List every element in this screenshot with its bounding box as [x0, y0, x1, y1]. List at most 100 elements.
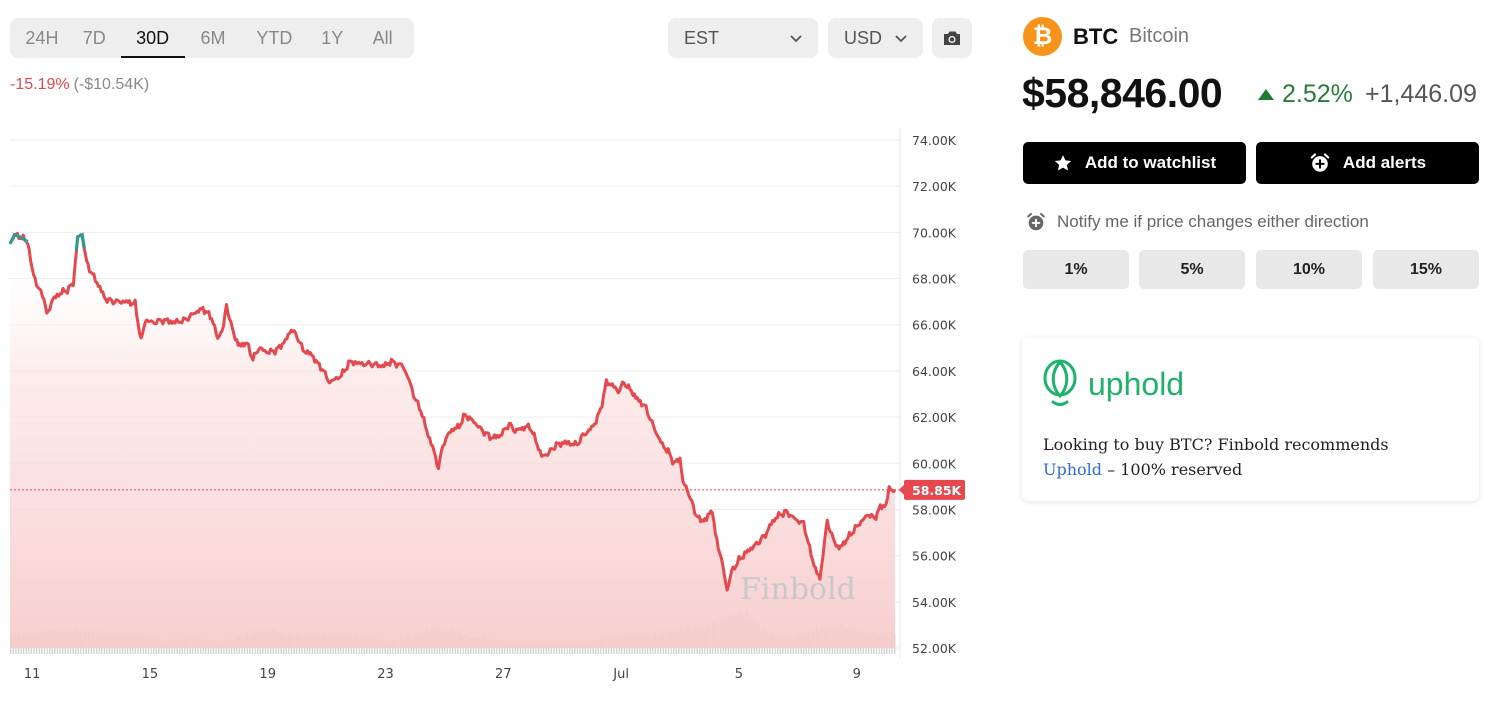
tab-all[interactable]: All	[372, 28, 393, 48]
price-chart[interactable]: Finbold 74.00K 72.00K 70.00K 68.00K 66.00K 64…	[0, 120, 1000, 712]
volume-bar	[537, 644, 540, 654]
y-tick-label: 70.00K	[912, 225, 957, 240]
coin-symbol: BTC	[1073, 24, 1119, 49]
star-icon	[1054, 155, 1072, 171]
volume-bar	[514, 642, 516, 654]
y-tick-label: 52.00K	[912, 641, 957, 656]
coin-name: Bitcoin	[1129, 25, 1190, 47]
camera-icon	[944, 31, 960, 45]
y-tick-label: 54.00K	[912, 595, 957, 610]
volume-bar	[522, 643, 524, 654]
tab-7d[interactable]: 7D	[82, 28, 106, 48]
currency-value: USD	[844, 27, 883, 48]
current-price-tag-label: 58.85K	[912, 483, 963, 498]
tab-6m[interactable]: 6M	[200, 28, 226, 48]
chevron-down-icon	[895, 35, 907, 43]
current-price-tag-notch	[899, 484, 904, 495]
volume-bar	[535, 643, 537, 654]
period-change-pct: -15.19%	[10, 76, 70, 93]
volume-bar	[545, 643, 547, 654]
alarm-clock-icon	[1310, 153, 1330, 172]
uphold-promo-card[interactable]: uphold Looking to buy BTC? Finbold recom…	[1022, 338, 1479, 501]
tab-ytd[interactable]: YTD	[256, 28, 293, 48]
add-alerts-label: Add alerts	[1342, 153, 1427, 172]
uphold-leaf-icon	[1043, 359, 1077, 406]
up-segment	[74, 232, 86, 251]
y-tick-label: 62.00K	[912, 410, 957, 425]
x-tick-label: 11	[24, 667, 41, 682]
chevron-down-icon	[790, 35, 802, 43]
tab-30d[interactable]: 30D	[120, 18, 185, 58]
current-price-tag-bg	[904, 479, 965, 500]
uphold-logo[interactable]: uphold	[1042, 358, 1184, 410]
volume-bar	[524, 644, 527, 654]
alert-1-percent-button[interactable]: 1%	[1023, 250, 1129, 289]
volume-bar	[511, 642, 514, 654]
alert-5-percent-button[interactable]: 5%	[1139, 250, 1245, 289]
current-price-tag: 58.85K	[899, 479, 965, 500]
screenshot-button[interactable]	[932, 18, 972, 58]
y-tick-label: 60.00K	[912, 456, 957, 471]
promo-line-1: Looking to buy BTC? Finbold recommends	[1043, 435, 1389, 454]
up-segments	[8, 232, 86, 251]
period-change: -15.19% (-$10.54K)	[10, 76, 149, 94]
volume-bar	[563, 643, 566, 654]
volume-bar	[532, 644, 534, 654]
price-area	[10, 233, 895, 649]
tab-1y[interactable]: 1Y	[321, 28, 344, 48]
volume-bar	[548, 644, 550, 654]
price-change: 2.52%	[1258, 80, 1353, 109]
up-segment	[8, 232, 29, 245]
y-tick-label: 68.00K	[912, 272, 957, 287]
add-alerts-button[interactable]: Add alerts	[1256, 142, 1479, 184]
uphold-wordmark: uphold	[1088, 365, 1185, 402]
volume-bar	[519, 642, 521, 654]
add-to-watchlist-button[interactable]: Add to watchlist	[1023, 142, 1246, 184]
x-tick-label: 27	[495, 667, 512, 682]
x-tick-label: 9	[853, 667, 861, 682]
volume-bar	[556, 644, 558, 654]
x-axis: 11 15 19 23 27 Jul 5 9	[24, 667, 861, 682]
volume-bar	[558, 642, 560, 654]
x-tick-label: Jul	[612, 667, 629, 682]
uphold-link[interactable]: Uphold	[1043, 460, 1103, 479]
volume-bar	[574, 642, 576, 654]
x-tick-label: 5	[735, 667, 743, 682]
y-tick-label: 64.00K	[912, 364, 957, 379]
bitcoin-logo-icon: ₿	[1023, 17, 1062, 56]
volume-bar	[530, 644, 532, 654]
x-tick-label: 19	[259, 667, 276, 682]
volume-bar	[582, 642, 584, 654]
period-change-abs: (-$10.54K)	[73, 76, 150, 93]
alert-15-percent-button[interactable]: 15%	[1373, 250, 1479, 289]
period-tabs: 24H 7D 30D 6M YTD 1Y All	[10, 18, 414, 58]
volume-bar	[553, 642, 555, 654]
y-tick-label: 66.00K	[912, 318, 957, 333]
currency-select[interactable]: USD	[828, 18, 923, 58]
price-change-pct: 2.52%	[1282, 80, 1353, 108]
volume-bar	[569, 642, 571, 654]
y-tick-label: 58.00K	[912, 502, 957, 517]
alert-10-percent-button[interactable]: 10%	[1256, 250, 1362, 289]
volume-bar	[550, 643, 553, 654]
volume-bar	[527, 642, 529, 654]
price-change-abs: +1,446.09	[1365, 80, 1477, 108]
alarm-clock-icon	[1027, 212, 1045, 231]
promo-text: Looking to buy BTC? Finbold recommends U…	[1043, 432, 1463, 482]
timezone-select[interactable]: EST	[668, 18, 818, 58]
x-tick-label: 23	[377, 667, 394, 682]
notify-text: Notify me if price changes either direct…	[1057, 212, 1369, 231]
volume-bar	[540, 643, 542, 654]
y-tick-label: 56.00K	[912, 549, 957, 564]
notify-row: Notify me if price changes either direct…	[1025, 211, 1369, 233]
volume-bar	[543, 643, 545, 654]
current-price: $58,846.00	[1022, 70, 1223, 116]
tab-24h[interactable]: 24H	[25, 28, 59, 48]
volume-bar	[566, 642, 568, 654]
up-arrow-icon	[1258, 89, 1274, 100]
price-line	[8, 231, 897, 592]
promo-line-2-rest: – 100% reserved	[1107, 460, 1243, 479]
x-tick-label: 15	[142, 667, 159, 682]
add-to-watchlist-label: Add to watchlist	[1084, 153, 1217, 172]
y-tick-label: 74.00K	[912, 133, 957, 148]
